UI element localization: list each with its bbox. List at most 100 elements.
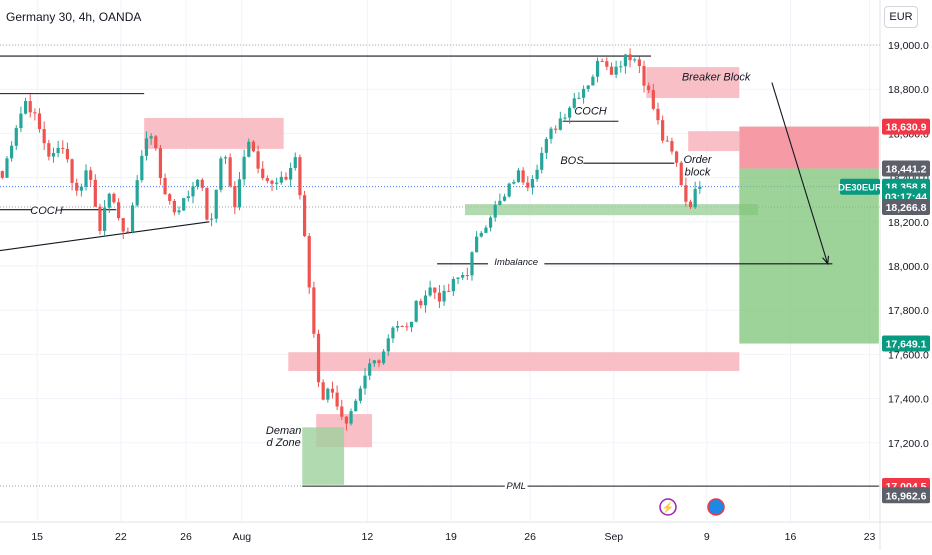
candle-down xyxy=(312,287,316,334)
candle-down xyxy=(637,59,641,67)
candle-up xyxy=(475,236,479,253)
annotation-label: COCH xyxy=(574,106,606,118)
annotation-label: BOS xyxy=(560,155,584,167)
candle-up xyxy=(130,205,135,232)
x-tick-label: 15 xyxy=(31,531,43,543)
price-label-box xyxy=(882,160,930,177)
candle-up xyxy=(51,153,56,157)
grid-lines xyxy=(0,0,880,522)
candle-down xyxy=(330,388,335,393)
candle-up xyxy=(326,388,330,400)
candle-up xyxy=(591,76,595,86)
demand-zone xyxy=(465,204,758,216)
candle-up xyxy=(247,141,251,157)
time-axis[interactable]: 152226Aug121926Sep9162330⚡ xyxy=(0,498,932,543)
candle-up xyxy=(614,66,618,75)
zones-layer xyxy=(144,67,879,485)
candle-up xyxy=(595,60,600,77)
annotation-label: PML xyxy=(506,481,526,492)
x-tick-label: 12 xyxy=(362,531,374,543)
x-tick-label: 26 xyxy=(524,531,536,543)
candle-up xyxy=(484,227,488,233)
candle-up xyxy=(568,107,572,118)
annotation-bg xyxy=(560,154,584,168)
currency-selector[interactable]: EUR xyxy=(884,6,918,28)
candle-up xyxy=(549,128,553,139)
candle-up xyxy=(498,200,502,205)
candle-up xyxy=(535,169,539,180)
annotation-bg xyxy=(32,203,61,217)
candle-up xyxy=(623,54,628,67)
candle-down xyxy=(42,129,46,144)
annotation-bg xyxy=(487,254,545,268)
x-tick-label: 9 xyxy=(704,531,710,543)
candle-up xyxy=(223,157,228,159)
y-tick-label: 17,200.0 xyxy=(888,438,929,450)
price-label-box xyxy=(882,199,930,216)
candle-up xyxy=(103,207,107,231)
candle-up xyxy=(572,98,576,108)
price-labels-layer: 18,630.918,441.218,358.803:17:4418,266.8… xyxy=(838,118,930,504)
candle-up xyxy=(414,300,418,322)
x-tick-label: 26 xyxy=(180,531,192,543)
annotation-label: Deman xyxy=(266,425,301,437)
symbol-tag-text: DE30EUR xyxy=(838,183,882,194)
candle-down xyxy=(656,108,660,121)
candle-up xyxy=(293,157,297,168)
candle-up xyxy=(14,128,18,146)
candle-down xyxy=(298,157,302,196)
candle-up xyxy=(279,176,283,183)
candle-down xyxy=(126,231,130,233)
price-label-box xyxy=(882,118,930,135)
candle-up xyxy=(507,183,511,197)
candle-down xyxy=(661,120,665,141)
candle-up xyxy=(5,158,9,178)
candle-down xyxy=(335,392,339,407)
candle-down xyxy=(158,148,163,178)
candle-down xyxy=(33,112,37,114)
candle-down xyxy=(28,101,32,113)
candle-down xyxy=(465,275,469,277)
candle-down xyxy=(61,147,65,149)
candle-down xyxy=(70,159,74,183)
candle-down xyxy=(651,90,655,109)
y-tick-label: 18,800.0 xyxy=(888,84,929,96)
candle-down xyxy=(256,151,260,169)
globe-event-icon xyxy=(707,498,725,516)
annotation-label: COCH xyxy=(30,205,62,217)
candle-up xyxy=(289,167,293,180)
candle-down xyxy=(302,195,307,237)
candles-layer xyxy=(0,48,702,431)
candle-down xyxy=(526,182,530,188)
candle-down xyxy=(605,61,609,67)
candle-down xyxy=(377,360,381,364)
candle-down xyxy=(154,136,158,149)
candle-up xyxy=(442,290,446,302)
candle-down xyxy=(665,140,669,142)
candle-down xyxy=(419,300,423,306)
price-label-box xyxy=(882,487,930,504)
candle-up xyxy=(219,158,223,190)
x-tick-label: Aug xyxy=(232,531,251,543)
candle-up xyxy=(144,138,149,156)
price-axis[interactable]: 19,000.018,800.018,600.018,400.018,200.0… xyxy=(879,0,929,550)
candle-down xyxy=(233,186,237,208)
candle-up xyxy=(177,210,181,213)
candle-up xyxy=(242,156,246,180)
candle-up xyxy=(693,188,697,208)
y-tick-label: 17,600.0 xyxy=(888,349,929,361)
chart-title: Germany 30, 4h, OANDA xyxy=(6,10,142,24)
candle-up xyxy=(186,196,190,199)
price-label-text: 18,441.2 xyxy=(886,163,927,175)
annotation-label: d Zone xyxy=(267,437,301,449)
candle-down xyxy=(112,193,116,203)
candle-up xyxy=(423,295,428,306)
candle-up xyxy=(358,388,362,401)
candle-up xyxy=(140,155,144,181)
candle-down xyxy=(116,202,121,219)
demand-zone xyxy=(302,427,345,485)
candle-up xyxy=(558,118,562,130)
annotation-bg xyxy=(576,104,605,118)
